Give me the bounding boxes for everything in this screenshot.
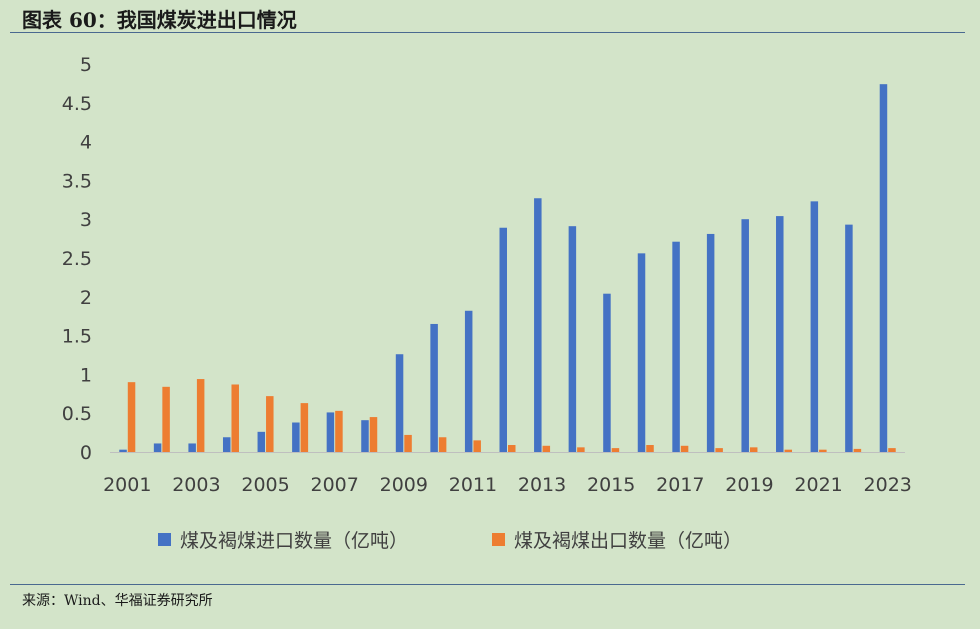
export-bar-2021 [819, 449, 827, 452]
import-bar-2010 [430, 323, 438, 452]
export-bar-2013 [542, 445, 551, 452]
x-axis-ticks: 2001 2003 2005 2007 2009 2011 2013 2015 2017 2019… [103, 474, 912, 496]
import-bar-2016 [637, 253, 646, 452]
import-bar-2020 [776, 216, 784, 452]
y-tick-label: 0.5 [62, 403, 92, 425]
import-bar-2021 [810, 201, 819, 452]
export-bar-2004 [231, 384, 239, 452]
import-bar-2009 [395, 354, 404, 452]
figure-title: 图表 60：我国煤炭进出口情况 [22, 8, 297, 32]
import-bar-2018 [706, 233, 715, 452]
x-tick-label: 2023 [864, 474, 912, 496]
import-legend-label: 煤及褐煤进口数量（亿吨） [180, 530, 408, 552]
export-bar-2017 [680, 445, 689, 452]
x-tick-label: 2003 [172, 474, 220, 496]
import-bar-2014 [568, 226, 577, 452]
import-bar-2002 [153, 443, 162, 452]
import-bar-2019 [741, 219, 749, 452]
export-bar-2008 [369, 417, 378, 452]
import-bar-2005 [257, 431, 266, 452]
export-bar-2009 [404, 434, 412, 452]
x-tick-label: 2019 [725, 474, 773, 496]
import-bar-2012 [499, 227, 507, 452]
import-bar-2004 [222, 437, 231, 452]
x-tick-label: 2005 [241, 474, 289, 496]
import-bar-2006 [292, 422, 300, 452]
y-tick-label: 5 [80, 54, 92, 76]
y-tick-label: 0 [80, 442, 92, 464]
export-bar-2023 [888, 448, 896, 452]
import-bar-2008 [361, 420, 369, 452]
import-bar-2023 [879, 84, 888, 453]
x-tick-label: 2011 [449, 474, 497, 496]
x-tick-label: 2009 [380, 474, 428, 496]
y-tick-label: 3 [80, 209, 92, 231]
y-tick-label: 4.5 [62, 93, 92, 115]
y-tick-label: 1 [80, 364, 92, 386]
legend: 煤及褐煤进口数量（亿吨） 煤及褐煤出口数量（亿吨） [158, 530, 742, 552]
export-bar-2014 [577, 447, 585, 452]
import-bar-2011 [464, 310, 473, 452]
y-tick-label: 2.5 [62, 248, 92, 270]
export-bar-2019 [749, 447, 758, 452]
export-bar-2012 [508, 445, 516, 452]
export-bar-2011 [473, 440, 481, 452]
export-bar-2005 [266, 396, 274, 452]
x-tick-label: 2015 [587, 474, 635, 496]
import-legend-swatch [158, 533, 171, 546]
x-tick-label: 2001 [103, 474, 151, 496]
export-bar-2022 [853, 448, 862, 452]
import-bar-2017 [672, 241, 680, 452]
y-axis-ticks: 0 0.5 1 1.5 2 2.5 3 3.5 4 4.5 5 [62, 54, 92, 464]
export-bar-2003 [196, 379, 205, 452]
export-bar-2006 [300, 403, 309, 452]
bars [119, 84, 896, 453]
export-bar-2007 [335, 410, 343, 452]
import-bar-2013 [534, 198, 542, 452]
import-bar-2007 [326, 412, 335, 452]
export-bar-2016 [646, 445, 654, 452]
footer-divider [10, 584, 965, 585]
export-bar-2018 [715, 448, 723, 452]
import-bar-2022 [845, 224, 853, 452]
y-tick-label: 2 [80, 287, 92, 309]
export-legend-label: 煤及褐煤出口数量（亿吨） [514, 530, 742, 552]
source-note: 来源：Wind、华福证券研究所 [22, 593, 213, 609]
import-bar-2003 [188, 443, 196, 452]
title-divider [10, 32, 965, 33]
export-bar-2001 [127, 382, 136, 452]
x-tick-label: 2017 [656, 474, 704, 496]
export-legend-swatch [492, 533, 505, 546]
x-tick-label: 2013 [518, 474, 566, 496]
x-tick-label: 2021 [794, 474, 842, 496]
x-tick-label: 2007 [310, 474, 358, 496]
export-bar-2015 [611, 448, 620, 452]
import-bar-2015 [603, 293, 611, 452]
import-bar-2001 [119, 449, 127, 452]
y-tick-label: 3.5 [62, 170, 92, 192]
y-tick-label: 1.5 [62, 326, 92, 348]
bar-chart: 00.511.522.533.544.55 2001 2003 2005 2007 20… [62, 54, 912, 552]
export-bar-2020 [784, 449, 793, 452]
y-tick-label: 4 [80, 132, 92, 154]
export-bar-2002 [162, 386, 170, 452]
export-bar-2010 [438, 437, 447, 452]
